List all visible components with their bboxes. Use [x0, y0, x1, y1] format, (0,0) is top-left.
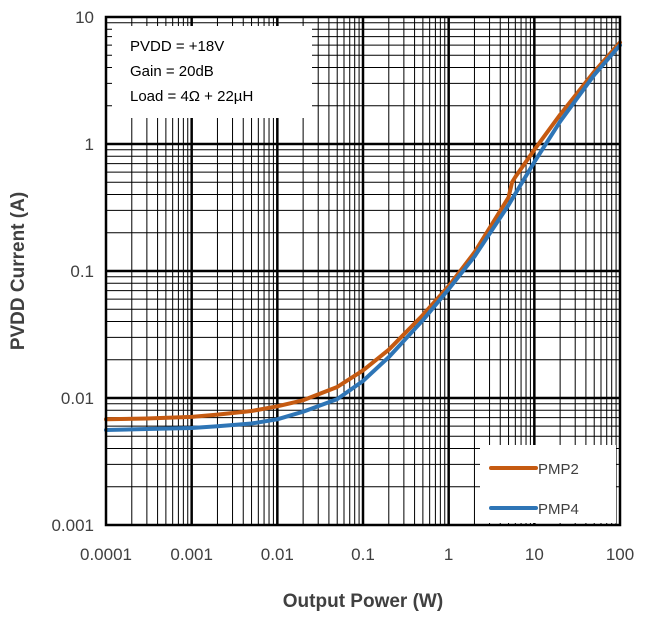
x-tick-label: 0.001 [170, 545, 213, 564]
annotation-line-3: Load = 4Ω + 22µH [130, 88, 253, 105]
series-line-pmp2 [104, 40, 622, 422]
y-tick-label: 0.01 [61, 389, 94, 408]
x-tick-label: 0.01 [261, 545, 294, 564]
x-tick-label: 0.0001 [80, 545, 132, 564]
y-tick-label: 1 [85, 135, 94, 154]
x-tick-label: 1 [444, 545, 453, 564]
series-line-pmp4 [104, 43, 622, 432]
plot-frame [104, 15, 622, 527]
y-tick-label: 10 [75, 8, 94, 27]
x-axis-title: Output Power (W) [283, 591, 443, 612]
y-tick-labels: 0.001 0.01 0.1 1 10 [51, 8, 94, 535]
annotation-box: PVDD = +18V Gain = 20dB Load = 4Ω + 22µH [112, 26, 312, 118]
x-tick-label: 0.1 [351, 545, 375, 564]
annotation-background [112, 26, 312, 118]
legend-label-pmp4: PMP4 [538, 501, 579, 518]
x-tick-label: 10 [525, 545, 544, 564]
series-layer [104, 40, 622, 432]
y-tick-label: 0.1 [70, 262, 94, 281]
y-axis-title: PVDD Current (A) [8, 192, 29, 350]
x-tick-labels: 0.0001 0.001 0.01 0.1 1 10 100 [80, 545, 634, 564]
y-tick-label: 0.001 [51, 516, 94, 535]
legend-label-pmp2: PMP2 [538, 461, 579, 478]
annotation-line-1: PVDD = +18V [130, 38, 224, 55]
legend: PMP2 PMP4 [480, 445, 616, 523]
x-tick-label: 100 [606, 545, 634, 564]
annotation-line-2: Gain = 20dB [130, 63, 214, 80]
